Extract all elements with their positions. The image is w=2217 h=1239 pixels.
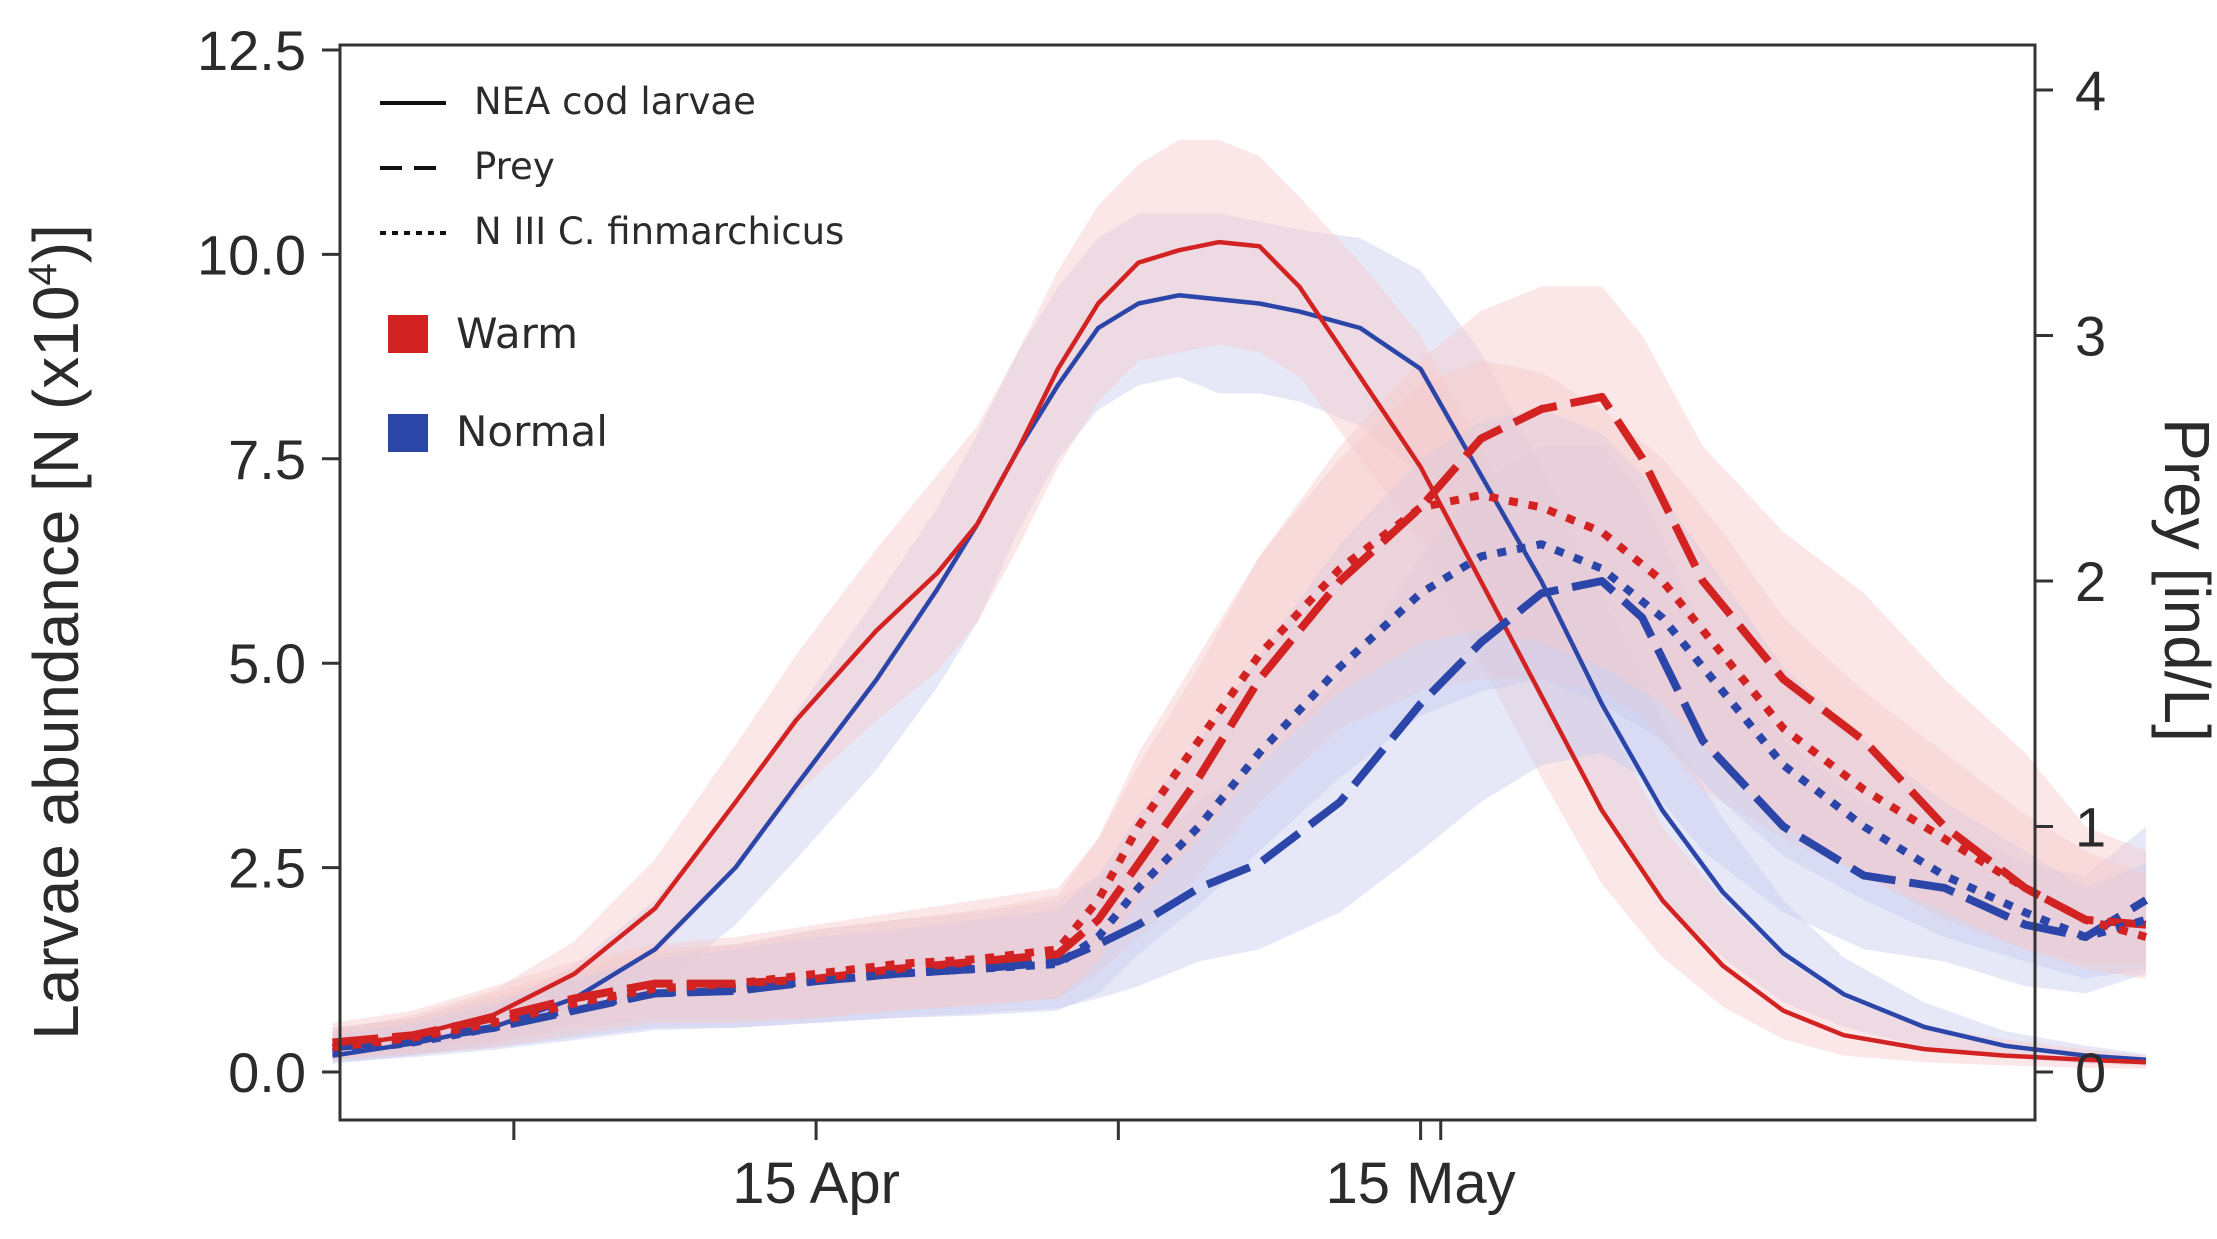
x-tick-label: 15 May [1325, 1151, 1515, 1216]
y-tick-label: 0.0 [228, 1041, 306, 1104]
band-prey-warm [332, 286, 2146, 1058]
legend-item-n3-finmarchicus: N III C. finmarchicus [380, 210, 844, 253]
band-nea-cod-larvae-warm [332, 139, 2146, 1069]
series-lines-layer [332, 239, 2149, 1065]
y2-tick-label: 1 [2075, 796, 2106, 859]
x-tick-label: 15 Apr [732, 1151, 900, 1216]
legend-label-normal: Normal [456, 407, 608, 456]
line-nea-cod-larvae-warm [332, 239, 2147, 1065]
legend-label-n3-finmarchicus: N III C. finmarchicus [474, 210, 844, 253]
confidence-bands-layer [332, 139, 2146, 1069]
y-tick-label: 2.5 [228, 837, 306, 900]
y-tick-label: 5.0 [228, 632, 306, 695]
y-axis-title: Larvae abundance [N (x104)] [20, 224, 92, 1040]
y2-axis-title: Prey [ind/L] [2151, 418, 2217, 742]
legend-item-prey: Prey [380, 145, 555, 188]
legend-swatch-warm [388, 315, 428, 353]
legend-label-warm: Warm [456, 309, 578, 358]
line-nea-cod-larvae-normal [332, 293, 2147, 1062]
legend-item-nea-cod-larvae: NEA cod larvae [380, 80, 756, 123]
legend-swatch-normal [388, 414, 428, 452]
y-tick-label: 10.0 [197, 223, 306, 286]
legend-item-warm: Warm [388, 309, 578, 358]
legend-label-nea-cod-larvae: NEA cod larvae [474, 80, 756, 123]
y2-tick-label: 3 [2075, 305, 2106, 368]
line-prey-normal [332, 577, 2149, 1052]
axes-layer: 0.0 2.5 5.0 7.5 10.0 12.5 0 1 2 3 4 15 Apr 15 May [197, 19, 2106, 1216]
y-tick-label: 7.5 [228, 428, 306, 491]
y2-tick-label: 0 [2075, 1041, 2106, 1104]
y-tick-label: 12.5 [197, 19, 306, 82]
line-n-iii-c-finmarchicus-normal [332, 540, 2148, 1057]
y2-tick-label: 4 [2075, 59, 2106, 122]
line-prey-warm [332, 392, 2147, 1047]
band-n-iii-c-finmarchicus-normal [332, 409, 2146, 1063]
legend: NEA cod larvae Prey N III C. finmarchicu… [380, 80, 844, 456]
legend-label-prey: Prey [474, 145, 555, 188]
legend-item-normal: Normal [388, 407, 608, 456]
y2-tick-label: 2 [2075, 550, 2106, 613]
band-prey-normal [332, 446, 2146, 1060]
